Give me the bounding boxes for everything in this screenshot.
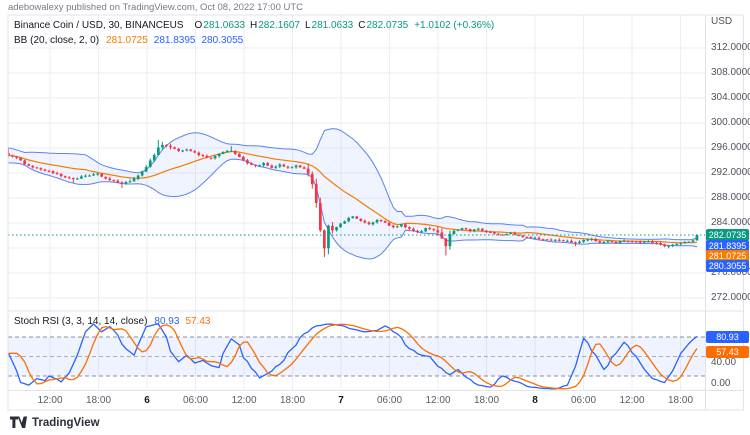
bb-basis-value: 281.0725	[106, 35, 148, 46]
close-value: 282.0735	[366, 20, 409, 31]
time-tick-label: 06:00	[570, 395, 597, 406]
change-value: +1.0102 (+0.36%)	[414, 20, 495, 31]
stoch-k-value: 80.93	[154, 316, 180, 327]
price-tick-label: 292.0000	[711, 167, 750, 178]
price-tick-label: 304.0000	[711, 92, 750, 103]
bb-lower-value: 280.3055	[201, 35, 244, 46]
attribution-text: adebowalexy published on TradingView.com…	[8, 2, 304, 13]
time-tick-label: 6	[144, 395, 150, 406]
bb-title[interactable]: BB (20, close, 2, 0)	[14, 35, 100, 46]
time-tick-label: 06:00	[376, 395, 403, 406]
low-label: L	[304, 20, 311, 31]
stoch-rsi-title[interactable]: Stoch RSI (3, 3, 14, 14, close)	[14, 316, 148, 327]
price-tick-label: 284.0000	[711, 217, 750, 228]
grid-lines	[8, 15, 705, 391]
open-value: 281.0633	[203, 20, 246, 31]
price-badge: 280.3055	[706, 260, 749, 272]
time-tick-label: 12:00	[619, 395, 645, 406]
price-badge: 282.0735	[706, 229, 749, 241]
stoch-rsi-lines	[8, 323, 698, 390]
time-tick-label: 06:00	[182, 395, 209, 406]
time-tick-label: 18:00	[667, 395, 694, 406]
price-tick-label: 272.0000	[711, 292, 750, 303]
bollinger-bands	[8, 128, 698, 260]
stoch-band	[8, 336, 705, 377]
price-tick-label: 296.0000	[711, 142, 750, 153]
indicator-tick-label: 40.00	[711, 357, 737, 368]
time-tick-label: 18:00	[473, 395, 500, 406]
time-tick-label: 12:00	[425, 395, 451, 406]
bb-upper-value: 281.8395	[153, 35, 196, 46]
open-label: O	[194, 20, 203, 31]
time-tick-label: 18:00	[279, 395, 306, 406]
bb-legend: BB (20, close, 2, 0) 281.0725 281.8395 280.…	[14, 35, 243, 46]
indicator-badge: 57.43	[706, 346, 749, 358]
price-tick-label: 288.0000	[711, 192, 750, 203]
symbol-title[interactable]: Binance Coin / USD, 30, BINANCEUS	[14, 20, 184, 31]
tradingview-logo-icon	[10, 416, 27, 428]
tradingview-watermark[interactable]: TradingView	[10, 416, 100, 429]
price-axis-unit: USD	[711, 16, 733, 27]
price-tick-label: 308.0000	[711, 67, 750, 78]
time-tick-label: 7	[338, 395, 344, 406]
stoch-rsi-legend: Stoch RSI (3, 3, 14, 14, close) 80.93 57.4…	[14, 316, 210, 327]
time-tick-label: 8	[532, 395, 538, 406]
low-value: 281.0633	[311, 20, 354, 31]
close-label: C	[358, 20, 366, 31]
high-value: 282.1607	[258, 20, 300, 31]
candlestick-series	[8, 139, 699, 258]
price-badge: 281.8395	[706, 240, 749, 252]
price-tick-label: 300.0000	[711, 117, 750, 128]
stoch-d-value: 57.43	[185, 316, 211, 327]
chart-frame	[7, 14, 744, 411]
time-tick-label: 18:00	[85, 395, 112, 406]
indicator-badge: 80.93	[706, 331, 749, 343]
time-tick-label: 12:00	[231, 395, 257, 406]
price-badge: 281.0725	[706, 250, 749, 262]
tradingview-watermark-text: TradingView	[32, 416, 100, 429]
price-tick-label: 276.0000	[711, 267, 750, 278]
price-tick-label: 312.0000	[711, 42, 750, 53]
symbol-legend: Binance Coin / USD, 30, BINANCEUS O281.06…	[14, 20, 494, 31]
indicator-tick-label: 0.00	[711, 378, 731, 389]
high-label: H	[250, 20, 258, 31]
time-tick-label: 12:00	[37, 395, 63, 406]
